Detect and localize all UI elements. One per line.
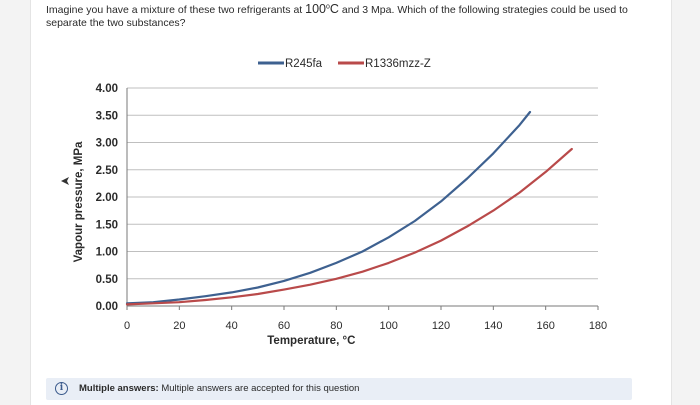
- y-tick-label: 2.50: [96, 165, 118, 177]
- y-tick-label: 0.50: [96, 274, 118, 286]
- mouse-cursor-icon: [61, 177, 69, 185]
- x-tick-label: 140: [484, 320, 502, 332]
- x-tick-label: 120: [432, 320, 450, 332]
- question-temperature-unit: C: [329, 2, 339, 16]
- axis-layer: 0.00 0.50 1.00 1.50 2.00 2.50 3.00 3.50 4.00 0 20 4…: [96, 83, 608, 332]
- legend-label-r1336mzz-z: R1336mzz-Z: [365, 58, 431, 70]
- series-line-r245fa: [125, 110, 532, 305]
- y-axis-title: Vapour pressure, MPa: [73, 141, 85, 262]
- x-tick-label: 60: [278, 320, 290, 332]
- grid-layer: [127, 87, 598, 280]
- question-text: Imagine you have a mixture of these two …: [46, 3, 646, 30]
- x-tick-label: 160: [536, 320, 554, 332]
- question-card: [30, 0, 672, 405]
- y-tick-label: 3.00: [96, 138, 118, 150]
- question-part1: Imagine you have a mixture of these two …: [46, 4, 306, 16]
- question-part2: and: [338, 4, 363, 16]
- info-description: Multiple answers are accepted for this q…: [161, 383, 360, 394]
- x-tick-label: 180: [589, 320, 607, 332]
- info-label: Multiple answers:: [79, 383, 159, 394]
- info-message: Multiple answers: Multiple answers are a…: [79, 383, 359, 394]
- y-tick-label: 1.50: [96, 219, 118, 231]
- legend-label-r245fa: R245fa: [285, 58, 323, 70]
- x-tick-label: 40: [226, 320, 238, 332]
- y-tick-label: 4.00: [96, 83, 118, 95]
- y-tick-label: 3.50: [96, 110, 118, 122]
- x-tick-label: 20: [173, 320, 185, 332]
- series-line-r1336mzz-z: [125, 147, 573, 306]
- label-layer: Temperature, °C Vapour pressure, MPa: [73, 141, 355, 347]
- chart-legend: R245fa R1336mzz-Z: [258, 58, 431, 70]
- question-degree-sign: o: [326, 3, 330, 11]
- y-tick-label: 1.00: [96, 247, 118, 259]
- x-tick-label: 80: [330, 320, 342, 332]
- question-pressure: 3 Mpa: [362, 4, 392, 16]
- series-layer: [125, 110, 573, 306]
- multiple-answers-banner: i Multiple answers: Multiple answers are…: [46, 378, 632, 400]
- question-part3: . Which of the following strategies coul…: [391, 4, 628, 16]
- question-temperature-value: 100: [305, 2, 326, 16]
- info-icon: i: [55, 382, 68, 395]
- y-tick-label: 0.00: [96, 301, 118, 313]
- y-tick-label: 2.00: [96, 192, 118, 204]
- question-line2: separate the two substances?: [46, 17, 186, 29]
- x-tick-label: 100: [379, 320, 397, 332]
- x-tick-label: 0: [124, 320, 130, 332]
- x-axis-title: Temperature, °C: [267, 335, 355, 347]
